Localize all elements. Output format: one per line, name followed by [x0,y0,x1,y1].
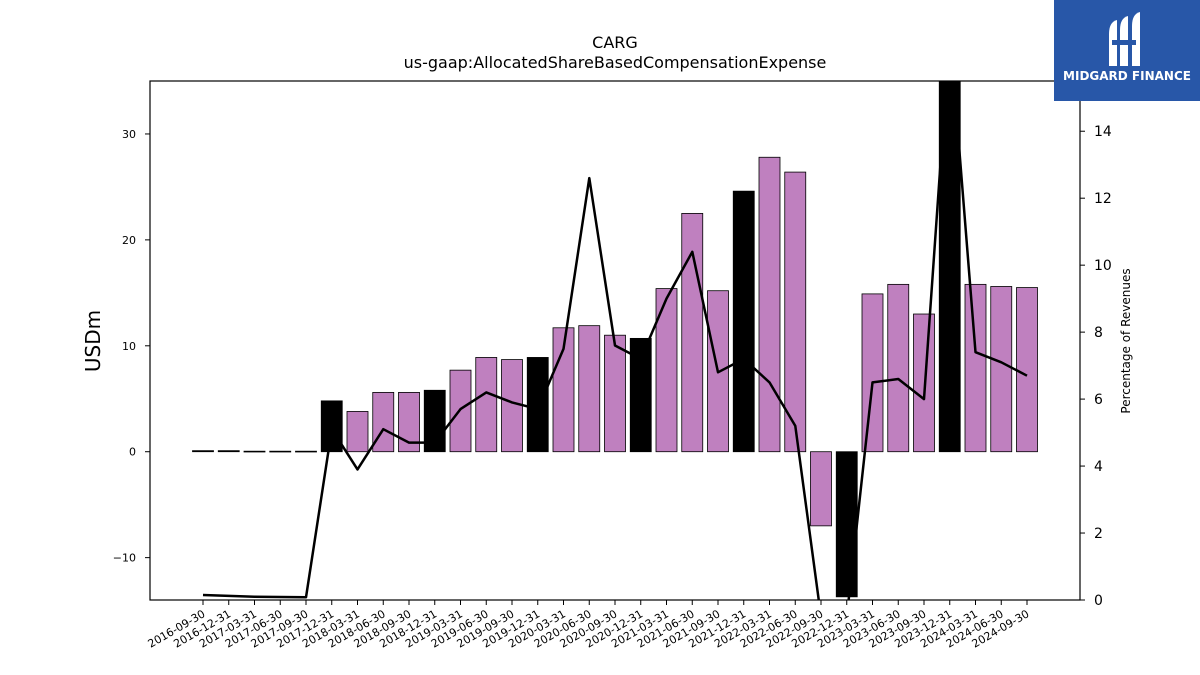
bar [938,81,961,453]
y2-axis-label: Percentage of Revenues [1119,268,1133,413]
bar [578,325,601,453]
bar [398,391,420,453]
bar [320,400,343,453]
chart-title: CARG [592,33,638,52]
bar [732,190,755,453]
bar [243,450,266,453]
bar [887,283,910,453]
y2-tick-label: 14 [1094,124,1112,140]
y-tick-label: 20 [122,234,136,247]
bar [604,334,626,453]
y-tick-label: 0 [129,446,136,459]
y-tick-label: −10 [113,552,136,565]
bar [295,450,317,453]
y2-tick-label: 6 [1094,392,1103,408]
bar [758,156,781,453]
bar [217,450,240,453]
bar [269,450,292,453]
bar [964,283,987,453]
series-line [202,81,1028,600]
logo: MIDGARD FINANCE [1054,0,1200,101]
bar [655,288,678,453]
bar [475,357,498,453]
bar [192,450,214,453]
bar [1016,287,1038,453]
bar [990,286,1013,453]
chart-subtitle: us-gaap:AllocatedShareBasedCompensationE… [404,53,827,72]
y2-tick-label: 10 [1094,258,1112,274]
y-tick-label: 30 [122,128,136,141]
bar [526,357,549,453]
bar [501,359,523,453]
y2-tick-label: 0 [1094,593,1103,609]
y2-tick-label: 12 [1094,191,1112,207]
y2-tick-label: 2 [1094,526,1103,542]
bar [346,411,369,453]
logo-icon [1109,12,1140,66]
bar [629,337,652,453]
bar [861,293,884,453]
y2-tick-label: 8 [1094,325,1103,341]
bar [681,212,704,453]
bar [835,451,858,598]
bar [784,171,807,453]
y-tick-label: 10 [122,340,136,353]
logo-text: MIDGARD FINANCE [1063,69,1191,83]
y-axis-label: USDm [81,310,105,372]
plot-area: −100102030024681012142016-09-302016-12-3… [113,80,1112,651]
bar [810,451,832,527]
y2-tick-label: 4 [1094,459,1103,475]
